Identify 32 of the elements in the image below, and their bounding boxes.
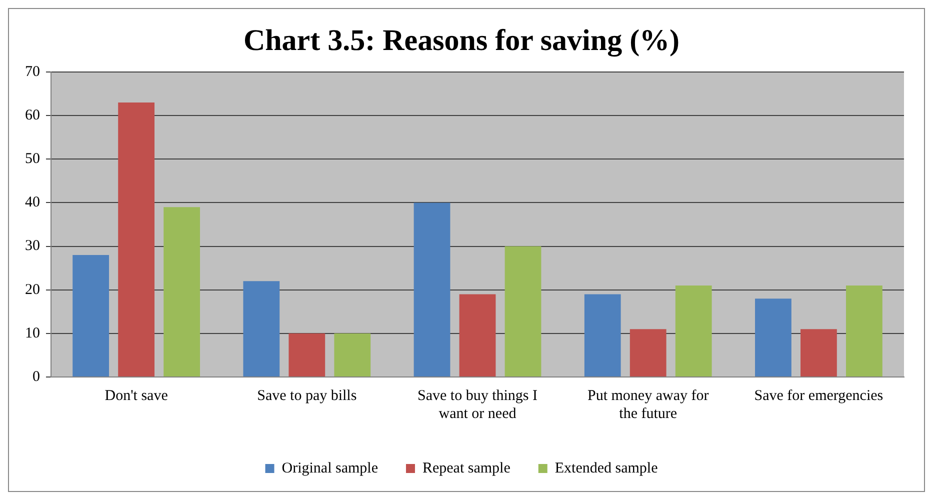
bar [675,286,712,376]
legend-label: Original sample [282,460,378,476]
y-tick-label: 70 [25,64,40,80]
bar [334,333,371,376]
bar [504,246,542,376]
bar [800,329,837,376]
y-tick-label: 60 [25,108,40,124]
x-tick-label: Save to buy things I want or need [418,388,538,422]
bar [584,294,621,376]
y-tick-label: 20 [25,282,40,298]
bar [72,255,110,376]
bar [243,281,280,376]
legend-label: Repeat sample [422,460,511,476]
y-tick-label: 40 [25,194,40,211]
bar [630,329,666,376]
bar [846,286,882,376]
bar [414,202,450,376]
y-tick-label: 0 [32,368,40,385]
x-tick-label: Save for emergencies [754,388,884,404]
bar [164,207,200,376]
bar [755,298,792,376]
x-tick-label: Don't save [104,388,168,404]
y-tick-label: 50 [25,151,40,168]
bar [459,294,496,376]
legend-label: Extended sample [554,460,658,476]
y-tick-label: 10 [25,325,40,342]
bar [288,333,326,376]
x-tick-label: Save to pay bills [257,388,357,404]
y-tick-label: 30 [25,238,40,254]
chart-title: Chart 3.5: Reasons for saving (%) [243,24,680,57]
bar [118,102,154,376]
x-tick-label: Put money away for the future [587,388,709,422]
